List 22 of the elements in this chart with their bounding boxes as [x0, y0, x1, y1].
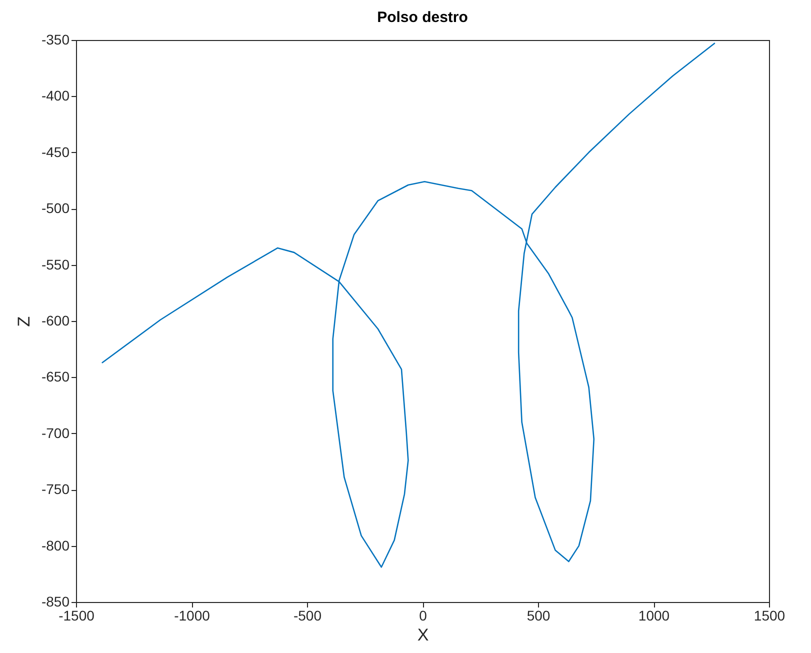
- x-axis-title: X: [417, 626, 429, 644]
- line-series: [102, 42, 716, 568]
- y-tick-label: -650: [41, 368, 70, 385]
- x-tick-label: 500: [526, 608, 550, 624]
- x-tick-label: -1000: [174, 608, 210, 624]
- y-tick-label: -850: [41, 594, 70, 610]
- chart-title: Polso destro: [377, 9, 468, 26]
- y-axis-title: Z: [14, 316, 34, 327]
- y-tick-label: -450: [41, 144, 70, 160]
- x-tick-label: 1500: [754, 608, 786, 624]
- y-tick-label: -400: [41, 88, 70, 104]
- x-tick-label: 1000: [638, 608, 670, 624]
- x-tick-label: -500: [293, 608, 322, 624]
- y-tick-label: -550: [41, 256, 70, 272]
- y-tick-label: -700: [41, 424, 70, 441]
- y-tick-label: -600: [41, 312, 70, 328]
- x-tick-label: 0: [419, 608, 428, 624]
- x-tick-label: -1500: [58, 608, 95, 624]
- y-tick-label: -750: [41, 481, 70, 498]
- y-tick-label: -350: [41, 32, 70, 48]
- y-tick-label: -500: [41, 200, 70, 216]
- y-tick-label: -800: [41, 537, 70, 554]
